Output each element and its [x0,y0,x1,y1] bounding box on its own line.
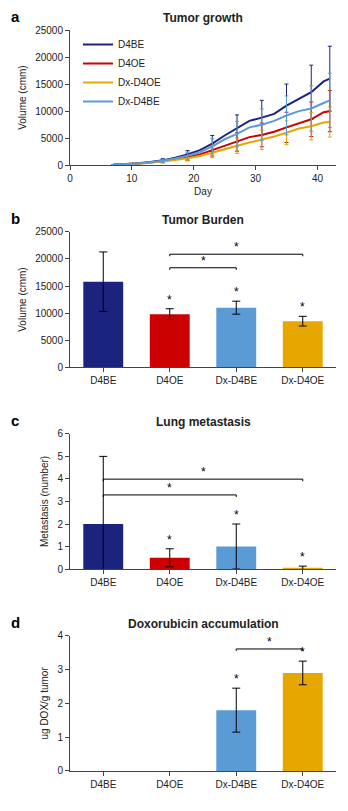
svg-text:*: * [234,240,239,254]
svg-text:1: 1 [57,541,63,552]
svg-text:Dx-D4BE: Dx-D4BE [118,96,160,107]
svg-text:5000: 5000 [41,133,64,144]
svg-text:*: * [201,254,206,268]
svg-text:10: 10 [126,173,138,184]
svg-text:Dx-D4OE: Dx-D4OE [118,77,161,88]
svg-text:25000: 25000 [35,25,63,36]
svg-text:*: * [267,635,272,649]
svg-text:Dx-D4OE: Dx-D4OE [281,375,324,386]
svg-text:15000: 15000 [35,79,63,90]
svg-text:20: 20 [188,173,200,184]
svg-text:2: 2 [57,519,63,530]
svg-text:D4OE: D4OE [156,779,184,790]
svg-text:15000: 15000 [35,281,63,292]
svg-text:Dx-D4BE: Dx-D4BE [215,375,257,386]
svg-text:*: * [234,285,239,299]
svg-text:0: 0 [57,765,63,776]
svg-text:*: * [300,300,305,314]
svg-text:Lung metastasis: Lung metastasis [156,415,251,429]
svg-text:30: 30 [250,173,262,184]
svg-text:0: 0 [57,564,63,575]
svg-text:*: * [234,672,239,686]
svg-text:Tumor Burden: Tumor Burden [162,213,244,227]
svg-text:20000: 20000 [35,253,63,264]
svg-text:*: * [167,293,172,307]
svg-text:d: d [11,614,20,631]
svg-text:25000: 25000 [35,226,63,237]
svg-text:*: * [167,533,172,547]
svg-text:Tumor growth: Tumor growth [163,11,243,25]
svg-text:Dx-D4BE: Dx-D4BE [215,577,257,588]
svg-text:Dx-D4OE: Dx-D4OE [281,577,324,588]
svg-text:0: 0 [57,160,63,171]
svg-text:6: 6 [57,428,63,439]
svg-text:D4OE: D4OE [156,577,184,588]
svg-text:20000: 20000 [35,52,63,63]
svg-text:Dx-D4OE: Dx-D4OE [281,779,324,790]
svg-text:40: 40 [312,173,324,184]
svg-text:a: a [11,8,20,25]
svg-text:10000: 10000 [35,106,63,117]
svg-text:0: 0 [67,173,73,184]
svg-text:Doxorubicin accumulation: Doxorubicin accumulation [128,617,279,631]
svg-text:10000: 10000 [35,308,63,319]
svg-text:D4BE: D4BE [90,779,116,790]
svg-text:D4BE: D4BE [90,577,116,588]
svg-text:b: b [11,210,20,227]
svg-text:3: 3 [57,496,63,507]
svg-text:2: 2 [57,698,63,709]
svg-text:*: * [234,508,239,522]
svg-text:5000: 5000 [41,335,64,346]
svg-text:0: 0 [57,362,63,373]
svg-text:Metastasis (number): Metastasis (number) [39,456,50,547]
svg-text:D4OE: D4OE [156,375,184,386]
svg-text:1: 1 [57,732,63,743]
svg-text:Volume (cmm): Volume (cmm) [17,65,28,129]
svg-text:4: 4 [57,630,63,641]
svg-text:*: * [300,550,305,564]
svg-text:*: * [167,481,172,495]
svg-text:D4BE: D4BE [90,375,116,386]
svg-text:5: 5 [57,451,63,462]
svg-text:*: * [300,645,305,659]
svg-text:3: 3 [57,664,63,675]
svg-text:Volume (cmm): Volume (cmm) [17,267,28,331]
svg-text:ug DOX/g tumor: ug DOX/g tumor [39,667,50,740]
svg-text:Dx-D4BE: Dx-D4BE [215,779,257,790]
svg-text:c: c [11,412,19,429]
svg-text:4: 4 [57,473,63,484]
svg-text:D4OE: D4OE [118,58,146,69]
svg-text:D4BE: D4BE [118,39,144,50]
svg-text:Day: Day [194,186,212,197]
svg-text:*: * [201,465,206,479]
